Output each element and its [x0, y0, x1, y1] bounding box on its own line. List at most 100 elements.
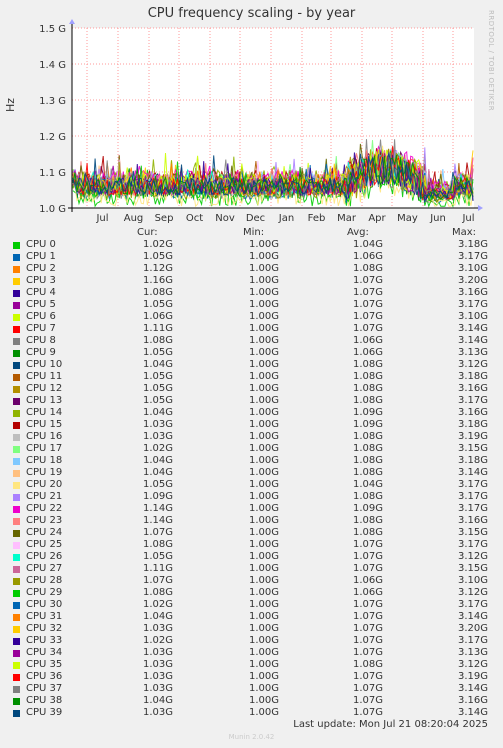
- legend-max: 3.16G: [457, 287, 488, 298]
- legend-min: 1.00G: [248, 503, 279, 514]
- legend-swatch: [13, 254, 20, 261]
- legend-swatch: [13, 662, 20, 669]
- legend-swatch: [13, 482, 20, 489]
- legend-swatch: [13, 338, 20, 345]
- legend-min: 1.00G: [248, 395, 279, 406]
- legend-row: CPU 25 1.08G 1.00G 1.07G 3.17G: [0, 539, 503, 551]
- legend-row: CPU 13 1.05G 1.00G 1.08G 3.17G: [0, 395, 503, 407]
- legend-cur: 1.05G: [142, 479, 173, 490]
- y-tick-label: 1.2 G: [39, 132, 66, 143]
- legend-row: CPU 18 1.04G 1.00G 1.08G 3.18G: [0, 455, 503, 467]
- legend-row: CPU 8 1.08G 1.00G 1.06G 3.14G: [0, 335, 503, 347]
- legend-avg: 1.08G: [352, 515, 383, 526]
- legend-max: 3.15G: [457, 527, 488, 538]
- legend-swatch: [13, 314, 20, 321]
- legend-min: 1.00G: [248, 491, 279, 502]
- legend-cur: 1.04G: [142, 455, 173, 466]
- legend-series-name: CPU 32: [26, 623, 63, 634]
- legend-max: 3.10G: [457, 311, 488, 322]
- x-tick-label: Apr: [368, 213, 386, 224]
- legend-max: 3.12G: [457, 587, 488, 598]
- legend-cur: 1.04G: [142, 407, 173, 418]
- legend-series-name: CPU 37: [26, 683, 63, 694]
- legend-max: 3.16G: [457, 407, 488, 418]
- legend-swatch: [13, 650, 20, 657]
- legend-max: 3.17G: [457, 599, 488, 610]
- legend-swatch: [13, 578, 20, 585]
- legend-swatch: [13, 326, 20, 333]
- legend-avg: 1.07G: [352, 539, 383, 550]
- legend-row: CPU 29 1.08G 1.00G 1.06G 3.12G: [0, 587, 503, 599]
- x-tick-label: Jul: [95, 213, 108, 224]
- legend-min: 1.00G: [248, 707, 279, 718]
- legend-max: 3.19G: [457, 671, 488, 682]
- legend-cur: 1.03G: [142, 671, 173, 682]
- legend-series-name: CPU 29: [26, 587, 63, 598]
- legend-swatch: [13, 386, 20, 393]
- legend-cur: 1.02G: [142, 443, 173, 454]
- legend-series-name: CPU 20: [26, 479, 63, 490]
- legend-row: CPU 10 1.04G 1.00G 1.08G 3.12G: [0, 359, 503, 371]
- legend-max: 3.16G: [457, 383, 488, 394]
- legend-series-name: CPU 22: [26, 503, 63, 514]
- legend-swatch: [13, 266, 20, 273]
- legend-max: 3.12G: [457, 659, 488, 670]
- legend-swatch: [13, 626, 20, 633]
- x-tick-label: Feb: [308, 213, 326, 224]
- legend-series-name: CPU 24: [26, 527, 63, 538]
- legend-avg: 1.07G: [352, 671, 383, 682]
- series-line: [72, 152, 474, 203]
- legend-swatch: [13, 710, 20, 717]
- legend-avg: 1.07G: [352, 623, 383, 634]
- legend-header-min: Min:: [243, 227, 265, 238]
- legend-swatch: [13, 542, 20, 549]
- legend-swatch: [13, 674, 20, 681]
- legend-row: CPU 21 1.09G 1.00G 1.08G 3.17G: [0, 491, 503, 503]
- legend-series-name: CPU 15: [26, 419, 63, 430]
- legend-row: CPU 4 1.08G 1.00G 1.07G 3.16G: [0, 287, 503, 299]
- rrdtool-watermark: RRDTOOL / TOBI OETIKER: [487, 10, 495, 112]
- legend-max: 3.15G: [457, 443, 488, 454]
- legend-row: CPU 24 1.07G 1.00G 1.08G 3.15G: [0, 527, 503, 539]
- legend-min: 1.00G: [248, 623, 279, 634]
- legend-series-name: CPU 2: [26, 263, 56, 274]
- legend-header-avg: Avg:: [347, 227, 369, 238]
- legend-series-name: CPU 17: [26, 443, 63, 454]
- legend-min: 1.00G: [248, 635, 279, 646]
- legend-min: 1.00G: [248, 251, 279, 262]
- legend-cur: 1.05G: [142, 383, 173, 394]
- legend-cur: 1.03G: [142, 659, 173, 670]
- legend-row: CPU 20 1.05G 1.00G 1.04G 3.17G: [0, 479, 503, 491]
- legend-series-name: CPU 5: [26, 299, 56, 310]
- legend-min: 1.00G: [248, 647, 279, 658]
- legend-series-name: CPU 14: [26, 407, 63, 418]
- legend-row: CPU 14 1.04G 1.00G 1.09G 3.16G: [0, 407, 503, 419]
- legend-max: 3.14G: [457, 611, 488, 622]
- legend-min: 1.00G: [248, 275, 279, 286]
- legend-swatch: [13, 554, 20, 561]
- legend-max: 3.10G: [457, 575, 488, 586]
- legend-swatch: [13, 614, 20, 621]
- legend-cur: 1.02G: [142, 239, 173, 250]
- legend-series-name: CPU 4: [26, 287, 56, 298]
- legend-avg: 1.06G: [352, 575, 383, 586]
- legend-row: CPU 34 1.03G 1.00G 1.07G 3.13G: [0, 647, 503, 659]
- legend-swatch: [13, 290, 20, 297]
- legend-avg: 1.07G: [352, 695, 383, 706]
- legend-max: 3.18G: [457, 371, 488, 382]
- legend-row: CPU 30 1.02G 1.00G 1.07G 3.17G: [0, 599, 503, 611]
- legend-header-cur: Cur:: [137, 227, 158, 238]
- legend-swatch: [13, 302, 20, 309]
- x-tick-label: Jul: [461, 213, 474, 224]
- legend-row: CPU 23 1.14G 1.00G 1.08G 3.16G: [0, 515, 503, 527]
- legend-cur: 1.03G: [142, 647, 173, 658]
- legend-max: 3.17G: [457, 503, 488, 514]
- legend-swatch: [13, 242, 20, 249]
- legend-min: 1.00G: [248, 455, 279, 466]
- legend-max: 3.18G: [457, 239, 488, 250]
- legend-cur: 1.11G: [142, 323, 173, 334]
- legend-avg: 1.07G: [352, 299, 383, 310]
- legend-avg: 1.07G: [352, 275, 383, 286]
- legend-series-name: CPU 28: [26, 575, 63, 586]
- x-tick-label: May: [397, 213, 418, 224]
